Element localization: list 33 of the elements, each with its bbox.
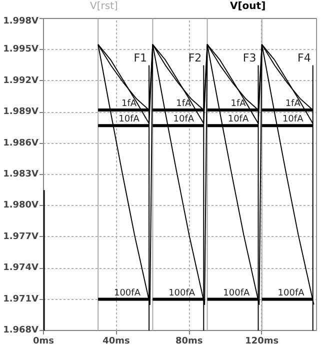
y-tick-label: 1.998V	[3, 16, 39, 26]
y-tick-label: 1.968V	[3, 326, 39, 336]
text: V[out]	[230, 0, 266, 14]
annotation: 100fA	[223, 288, 251, 298]
annotation: 10fA	[118, 114, 140, 125]
series-label: V[rst]	[90, 0, 118, 14]
annotation: F1	[134, 51, 148, 64]
y-tick-label: 1.983V	[3, 170, 39, 180]
y-tick-label: 1.989V	[3, 107, 39, 118]
annotation: 1fA	[285, 99, 302, 110]
annotation: F3	[242, 51, 256, 64]
y-tick-label: 1.974V	[3, 263, 39, 274]
annotation: 10fA	[228, 114, 250, 125]
annotation: 10fA	[282, 114, 304, 125]
x-tick-label: 0ms	[33, 336, 54, 346]
y-tick-label: 1.977V	[3, 232, 39, 242]
annotation: 1fA	[230, 99, 247, 110]
annotation: 10fA	[173, 114, 195, 125]
y-tick-label: 1.986V	[3, 138, 39, 148]
annotation: 1fA	[122, 99, 138, 110]
y-tick-label: 1.980V	[3, 200, 39, 211]
x-tick-label: 40ms	[102, 336, 130, 346]
x-tick-label: 80ms	[175, 336, 203, 346]
annotation: 100fA	[168, 288, 196, 298]
y-tick-label: 1.992V	[3, 76, 39, 86]
y-tick-label: 1.995V	[3, 44, 39, 55]
x-tick-label: 120ms	[245, 336, 279, 346]
annotation: F4	[298, 51, 311, 64]
y-tick-label: 1.971V	[3, 294, 39, 304]
annotation: 100fA	[114, 288, 142, 298]
annotation: 100fA	[278, 288, 306, 298]
annotation: 1fA	[176, 99, 192, 110]
annotation: F2	[188, 51, 202, 64]
